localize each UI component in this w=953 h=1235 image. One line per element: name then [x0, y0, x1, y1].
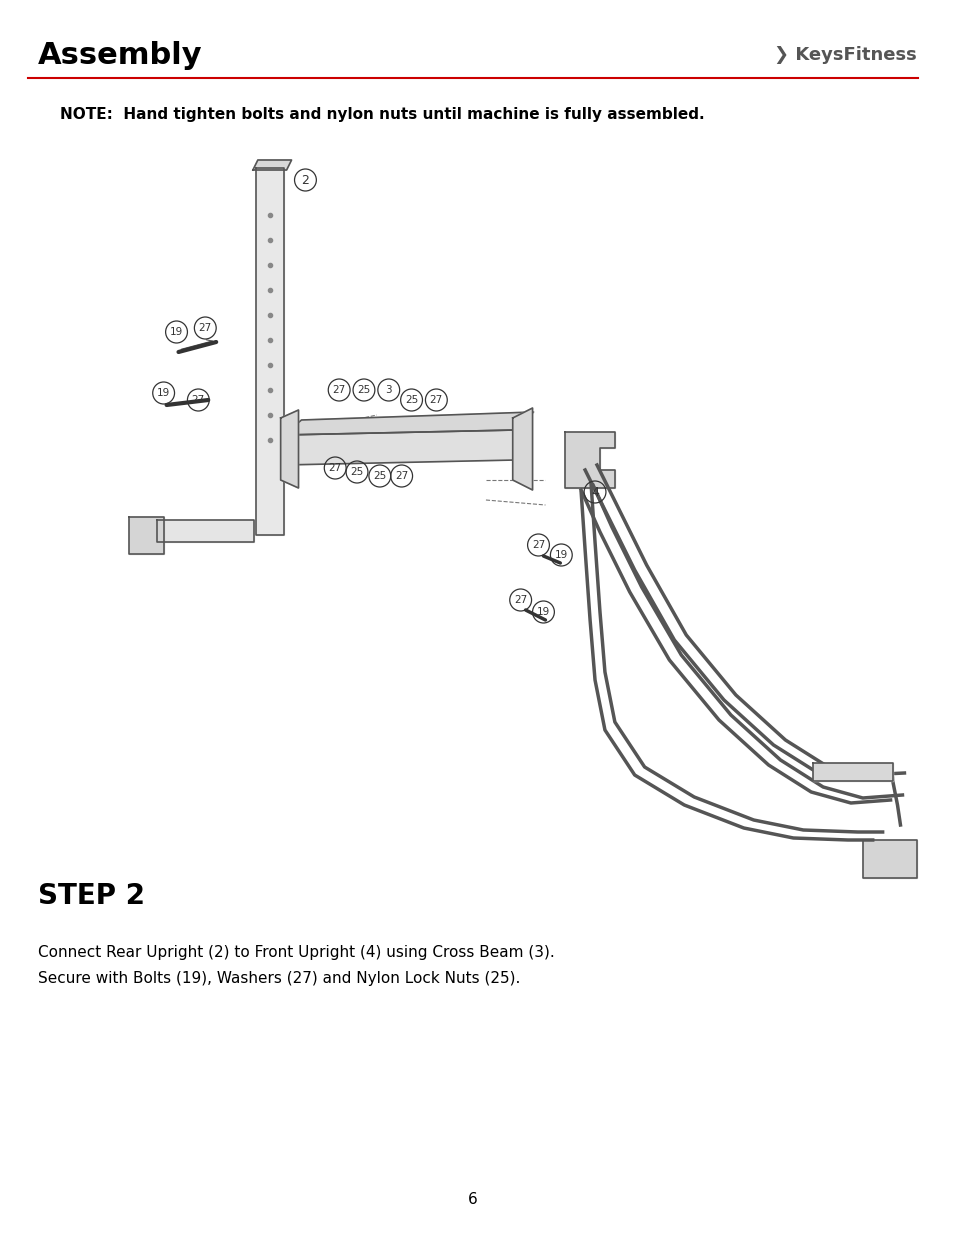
Text: STEP 2: STEP 2: [38, 882, 145, 910]
Text: ❯ KeysFitness: ❯ KeysFitness: [773, 46, 915, 64]
Text: Secure with Bolts (19), Washers (27) and Nylon Lock Nuts (25).: Secure with Bolts (19), Washers (27) and…: [38, 971, 519, 986]
Text: 27: 27: [192, 395, 205, 405]
Text: 4: 4: [591, 485, 598, 499]
Polygon shape: [565, 432, 615, 488]
Polygon shape: [156, 520, 253, 542]
Text: 27: 27: [514, 595, 527, 605]
Text: 19: 19: [157, 388, 170, 398]
Text: 19: 19: [554, 550, 567, 559]
Text: 27: 27: [328, 463, 341, 473]
Text: 19: 19: [537, 606, 550, 618]
Text: 19: 19: [170, 327, 183, 337]
Polygon shape: [862, 840, 917, 878]
Polygon shape: [512, 408, 532, 490]
Polygon shape: [283, 430, 516, 466]
Polygon shape: [812, 763, 892, 781]
Text: 27: 27: [429, 395, 442, 405]
Text: Connect Rear Upright (2) to Front Upright (4) using Cross Beam (3).: Connect Rear Upright (2) to Front Uprigh…: [38, 946, 554, 961]
Text: 25: 25: [357, 385, 370, 395]
Text: 25: 25: [350, 467, 363, 477]
Text: NOTE:  Hand tighten bolts and nylon nuts until machine is fully assembled.: NOTE: Hand tighten bolts and nylon nuts …: [59, 107, 703, 122]
Text: 3: 3: [385, 385, 392, 395]
Polygon shape: [255, 168, 283, 535]
Text: 25: 25: [373, 471, 386, 480]
Text: 2: 2: [301, 173, 309, 186]
Polygon shape: [283, 412, 533, 435]
Polygon shape: [253, 161, 292, 170]
Polygon shape: [280, 410, 298, 488]
Polygon shape: [129, 517, 164, 555]
Text: 27: 27: [198, 324, 212, 333]
Text: 25: 25: [404, 395, 417, 405]
Text: 27: 27: [395, 471, 408, 480]
Text: Assembly: Assembly: [38, 41, 202, 69]
Text: 27: 27: [532, 540, 544, 550]
Text: 6: 6: [468, 1193, 477, 1208]
Text: 27: 27: [333, 385, 345, 395]
